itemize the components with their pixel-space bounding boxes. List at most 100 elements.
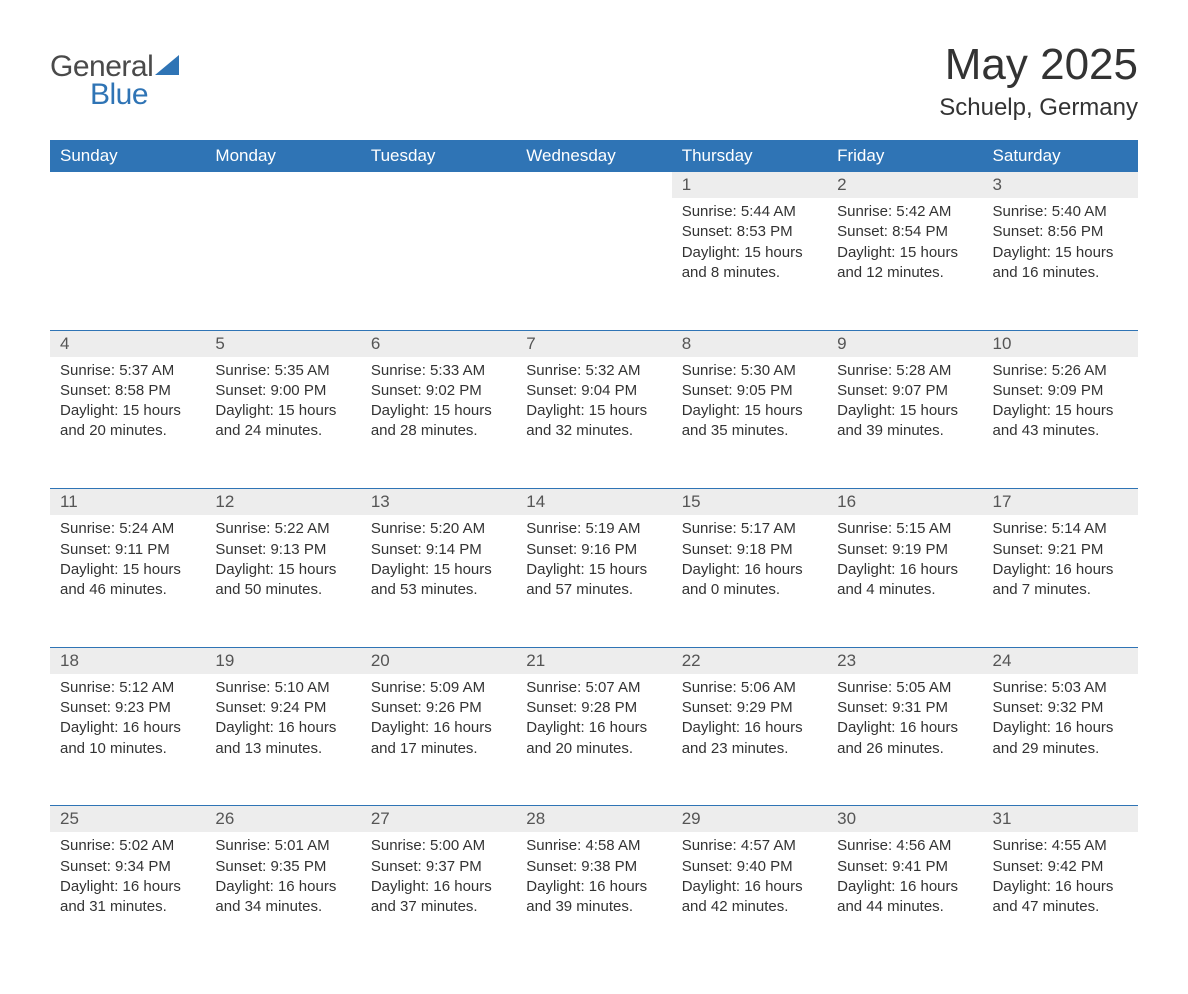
daylight-text: Daylight: 16 hours xyxy=(682,560,817,580)
col-tuesday: Tuesday xyxy=(361,140,516,172)
daylight-text: Daylight: 16 hours xyxy=(682,877,817,897)
day-details: Sunrise: 4:55 AMSunset: 9:42 PMDaylight:… xyxy=(983,832,1138,927)
day-cell: Sunrise: 5:44 AMSunset: 8:53 PMDaylight:… xyxy=(672,198,827,330)
sunset-text: Sunset: 9:18 PM xyxy=(682,540,817,560)
day-cell: Sunrise: 5:30 AMSunset: 9:05 PMDaylight:… xyxy=(672,357,827,489)
day-number-cell: 6 xyxy=(361,331,516,357)
day-details: Sunrise: 5:28 AMSunset: 9:07 PMDaylight:… xyxy=(827,357,982,452)
day-cell: Sunrise: 5:33 AMSunset: 9:02 PMDaylight:… xyxy=(361,357,516,489)
sunrise-text: Sunrise: 5:00 AM xyxy=(371,836,506,856)
day-number-cell: 4 xyxy=(50,331,205,357)
daylight-text: Daylight: 15 hours xyxy=(215,560,350,580)
week-body-row: Sunrise: 5:12 AMSunset: 9:23 PMDaylight:… xyxy=(50,674,1138,806)
sunrise-text: Sunrise: 5:42 AM xyxy=(837,202,972,222)
sunrise-text: Sunrise: 5:40 AM xyxy=(993,202,1128,222)
sunset-text: Sunset: 9:11 PM xyxy=(60,540,195,560)
sunrise-text: Sunrise: 5:09 AM xyxy=(371,678,506,698)
day-details: Sunrise: 5:02 AMSunset: 9:34 PMDaylight:… xyxy=(50,832,205,927)
daylight-text: Daylight: 15 hours xyxy=(371,560,506,580)
day-number: 25 xyxy=(50,806,205,832)
day-cell xyxy=(516,198,671,330)
day-number-cell xyxy=(361,172,516,198)
day-number-cell: 8 xyxy=(672,331,827,357)
sunrise-text: Sunrise: 5:03 AM xyxy=(993,678,1128,698)
day-details: Sunrise: 5:03 AMSunset: 9:32 PMDaylight:… xyxy=(983,674,1138,769)
daylight-text: Daylight: 15 hours xyxy=(837,401,972,421)
day-details: Sunrise: 5:05 AMSunset: 9:31 PMDaylight:… xyxy=(827,674,982,769)
day-cell: Sunrise: 5:10 AMSunset: 9:24 PMDaylight:… xyxy=(205,674,360,806)
day-number: 21 xyxy=(516,648,671,674)
day-number: 31 xyxy=(983,806,1138,832)
daylight-text: and 26 minutes. xyxy=(837,739,972,759)
sunrise-text: Sunrise: 5:26 AM xyxy=(993,361,1128,381)
daylight-text: Daylight: 16 hours xyxy=(993,560,1128,580)
day-cell xyxy=(50,198,205,330)
day-number: 9 xyxy=(827,331,982,357)
day-cell: Sunrise: 5:35 AMSunset: 9:00 PMDaylight:… xyxy=(205,357,360,489)
sunset-text: Sunset: 9:31 PM xyxy=(837,698,972,718)
day-cell: Sunrise: 5:06 AMSunset: 9:29 PMDaylight:… xyxy=(672,674,827,806)
daylight-text: Daylight: 16 hours xyxy=(215,718,350,738)
sunset-text: Sunset: 9:21 PM xyxy=(993,540,1128,560)
calendar-table: Sunday Monday Tuesday Wednesday Thursday… xyxy=(50,140,1138,964)
page-header: General Blue May 2025 Schuelp, Germany xyxy=(50,40,1138,122)
day-details: Sunrise: 5:00 AMSunset: 9:37 PMDaylight:… xyxy=(361,832,516,927)
daylight-text: Daylight: 16 hours xyxy=(60,877,195,897)
sunset-text: Sunset: 8:54 PM xyxy=(837,222,972,242)
daylight-text: Daylight: 16 hours xyxy=(993,718,1128,738)
daylight-text: and 37 minutes. xyxy=(371,897,506,917)
day-cell: Sunrise: 5:26 AMSunset: 9:09 PMDaylight:… xyxy=(983,357,1138,489)
day-number: 5 xyxy=(205,331,360,357)
daylight-text: and 43 minutes. xyxy=(993,421,1128,441)
day-cell: Sunrise: 5:02 AMSunset: 9:34 PMDaylight:… xyxy=(50,832,205,964)
daylight-text: and 32 minutes. xyxy=(526,421,661,441)
col-thursday: Thursday xyxy=(672,140,827,172)
sunset-text: Sunset: 9:37 PM xyxy=(371,857,506,877)
sunset-text: Sunset: 9:35 PM xyxy=(215,857,350,877)
day-number: 27 xyxy=(361,806,516,832)
day-number: 22 xyxy=(672,648,827,674)
sunrise-text: Sunrise: 5:28 AM xyxy=(837,361,972,381)
daylight-text: Daylight: 16 hours xyxy=(526,877,661,897)
sunset-text: Sunset: 9:16 PM xyxy=(526,540,661,560)
day-cell: Sunrise: 4:55 AMSunset: 9:42 PMDaylight:… xyxy=(983,832,1138,964)
day-number-cell: 22 xyxy=(672,648,827,674)
week-daynum-row: 11121314151617 xyxy=(50,489,1138,515)
daylight-text: and 20 minutes. xyxy=(60,421,195,441)
daylight-text: Daylight: 15 hours xyxy=(682,243,817,263)
day-number-cell: 11 xyxy=(50,489,205,515)
day-details: Sunrise: 5:10 AMSunset: 9:24 PMDaylight:… xyxy=(205,674,360,769)
day-cell: Sunrise: 4:57 AMSunset: 9:40 PMDaylight:… xyxy=(672,832,827,964)
week-body-row: Sunrise: 5:24 AMSunset: 9:11 PM Daylight:… xyxy=(50,515,1138,647)
sunrise-text: Sunrise: 5:07 AM xyxy=(526,678,661,698)
day-number-cell: 2 xyxy=(827,172,982,198)
sunset-text: Sunset: 9:02 PM xyxy=(371,381,506,401)
day-number-cell: 10 xyxy=(983,331,1138,357)
daylight-text: and 13 minutes. xyxy=(215,739,350,759)
sunrise-text: Sunrise: 5:02 AM xyxy=(60,836,195,856)
daylight-text: Daylight: 16 hours xyxy=(60,718,195,738)
daylight-text: Daylight: 16 hours xyxy=(371,877,506,897)
day-number: 10 xyxy=(983,331,1138,357)
daylight-text: Daylight: 16 hours xyxy=(993,877,1128,897)
sunset-text: Sunset: 9:40 PM xyxy=(682,857,817,877)
day-number-cell: 25 xyxy=(50,806,205,832)
day-number-cell: 5 xyxy=(205,331,360,357)
sunrise-text: Sunrise: 4:57 AM xyxy=(682,836,817,856)
sunrise-text: Sunrise: 5:37 AM xyxy=(60,361,195,381)
calendar-page: General Blue May 2025 Schuelp, Germany S… xyxy=(0,0,1188,994)
brand-logo: General Blue xyxy=(50,50,183,112)
sunrise-text: Sunrise: 5:24 AM xyxy=(60,519,195,539)
daylight-text: and 57 minutes. xyxy=(526,580,661,600)
day-details: Sunrise: 5:12 AMSunset: 9:23 PMDaylight:… xyxy=(50,674,205,769)
daylight-text: Daylight: 15 hours xyxy=(60,401,195,421)
day-number: 12 xyxy=(205,489,360,515)
sunrise-text: Sunrise: 5:33 AM xyxy=(371,361,506,381)
sunrise-text: Sunrise: 4:55 AM xyxy=(993,836,1128,856)
day-number-cell: 20 xyxy=(361,648,516,674)
day-number-cell: 18 xyxy=(50,648,205,674)
day-number: 4 xyxy=(50,331,205,357)
daylight-text: and 44 minutes. xyxy=(837,897,972,917)
sunrise-text: Sunrise: 5:15 AM xyxy=(837,519,972,539)
daylight-text: and 16 minutes. xyxy=(993,263,1128,283)
